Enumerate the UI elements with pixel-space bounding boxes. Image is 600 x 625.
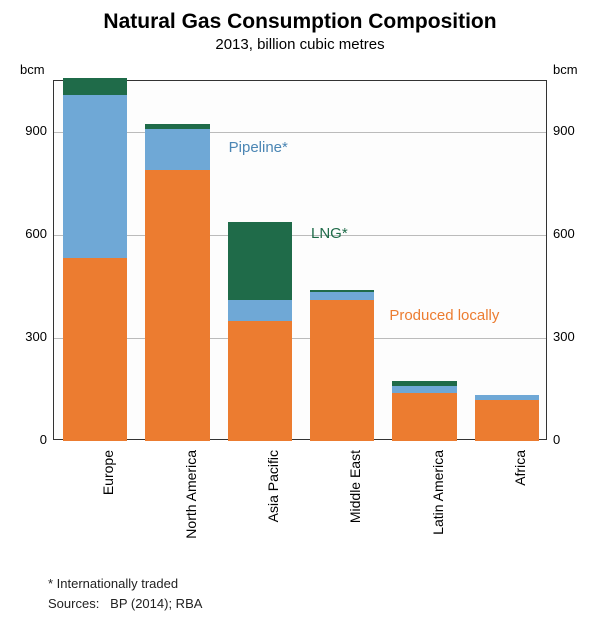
- seg-lng: [392, 381, 456, 386]
- bar-asia-pacific: [228, 81, 292, 439]
- annotation-pipeline: Pipeline*: [229, 139, 288, 156]
- footnote-sources: Sources: BP (2014); RBA: [48, 596, 202, 611]
- seg-pipeline: [392, 386, 456, 393]
- seg-produced_locally: [63, 258, 127, 441]
- seg-lng: [145, 124, 209, 129]
- sources-text: BP (2014); RBA: [110, 596, 202, 611]
- category-label: North America: [183, 450, 199, 539]
- seg-produced_locally: [475, 400, 539, 441]
- bar-north-america: [145, 81, 209, 439]
- y-unit-left: bcm: [20, 62, 45, 77]
- gridline: [54, 338, 546, 339]
- seg-pipeline: [145, 129, 209, 170]
- gridline: [54, 132, 546, 133]
- gridline: [54, 235, 546, 236]
- seg-produced_locally: [145, 170, 209, 441]
- category-label: Latin America: [430, 450, 446, 535]
- bar-latin-america: [392, 81, 456, 439]
- annotation-lng: LNG*: [311, 225, 348, 242]
- seg-pipeline: [310, 292, 374, 301]
- ytick-left: 900: [25, 123, 47, 138]
- seg-produced_locally: [310, 300, 374, 441]
- seg-lng: [63, 78, 127, 95]
- bar-europe: [63, 81, 127, 439]
- ytick-left: 0: [40, 432, 47, 447]
- seg-pipeline: [63, 95, 127, 258]
- ytick-right: 600: [553, 226, 575, 241]
- seg-lng: [228, 222, 292, 301]
- seg-lng: [310, 290, 374, 292]
- bar-middle-east: [310, 81, 374, 439]
- ytick-right: 300: [553, 329, 575, 344]
- annotation-produced_locally: Produced locally: [389, 307, 499, 324]
- footnote-star: * Internationally traded: [48, 576, 178, 591]
- ytick-left: 300: [25, 329, 47, 344]
- seg-produced_locally: [228, 321, 292, 441]
- chart-subtitle: 2013, billion cubic metres: [0, 36, 600, 53]
- sources-label: Sources:: [48, 596, 99, 611]
- category-label: Asia Pacific: [265, 450, 281, 522]
- ytick-right: 900: [553, 123, 575, 138]
- category-label: Middle East: [347, 450, 363, 523]
- seg-pipeline: [475, 395, 539, 400]
- bar-africa: [475, 81, 539, 439]
- plot-area: Pipeline* LNG* Produced locally: [53, 80, 547, 440]
- category-label: Europe: [100, 450, 116, 495]
- ytick-left: 600: [25, 226, 47, 241]
- seg-pipeline: [228, 300, 292, 321]
- ytick-right: 0: [553, 432, 560, 447]
- chart-title: Natural Gas Consumption Composition: [0, 0, 600, 34]
- category-label: Africa: [512, 450, 528, 486]
- seg-produced_locally: [392, 393, 456, 441]
- y-unit-right: bcm: [553, 62, 578, 77]
